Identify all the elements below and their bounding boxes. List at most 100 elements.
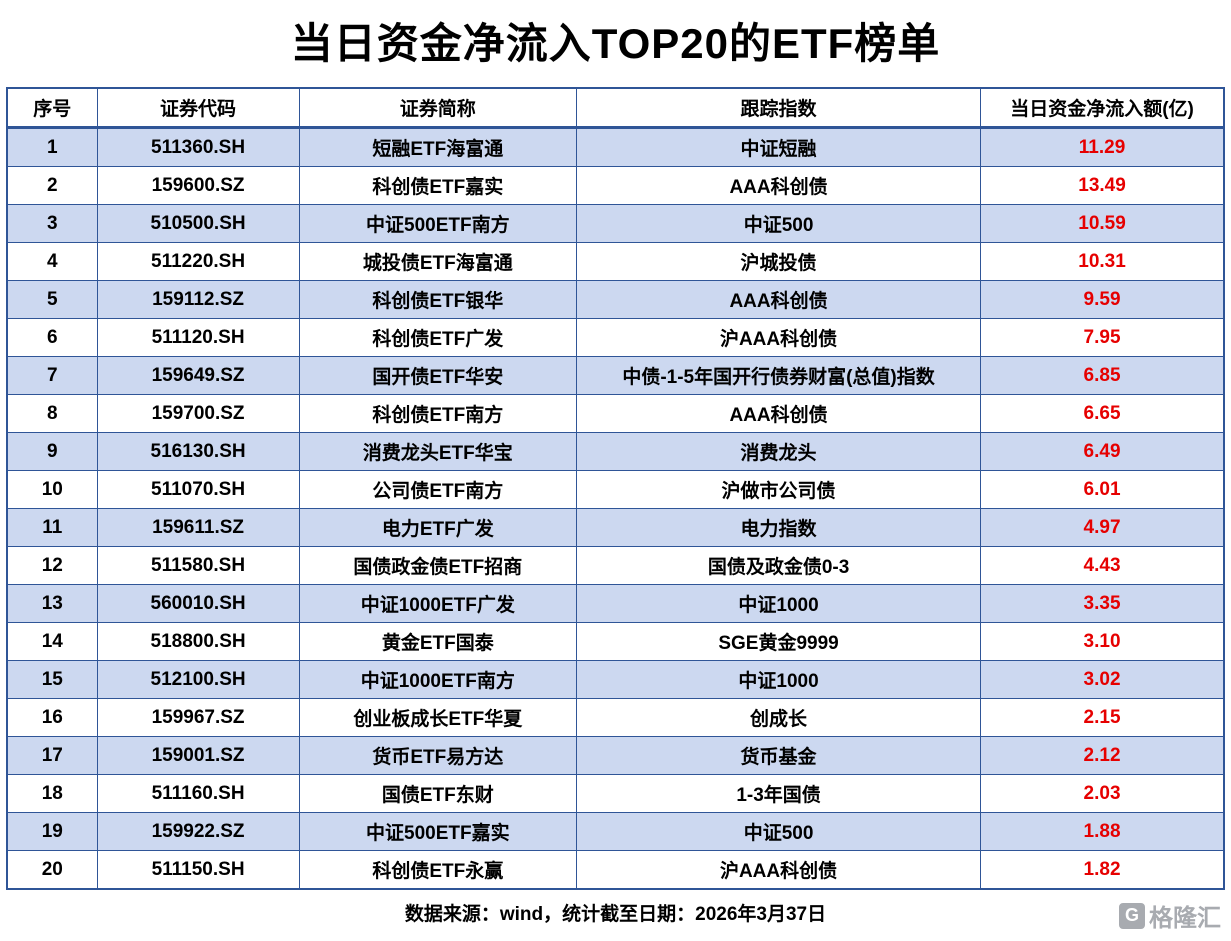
cell-rank: 14 xyxy=(6,622,98,661)
cell-net-inflow: 7.95 xyxy=(980,318,1225,357)
cell-net-inflow: 13.49 xyxy=(980,166,1225,205)
data-source-note: 数据来源：wind，统计截至日期：2026年3月37日 xyxy=(404,904,827,925)
cell-security-code: 159600.SZ xyxy=(96,166,300,205)
table-row: 7 159649.SZ 国开债ETF华安 中债-1-5年国开行债券财富(总值)指数 6.… xyxy=(6,356,1225,395)
cell-net-inflow: 4.97 xyxy=(980,508,1225,547)
cell-tracking-index: 中证短融 xyxy=(576,127,982,167)
cell-security-code: 511150.SH xyxy=(96,850,300,890)
cell-rank: 12 xyxy=(6,546,98,585)
cell-rank: 3 xyxy=(6,204,98,243)
cell-security-code: 159611.SZ xyxy=(96,508,300,547)
cell-security-name: 中证1000ETF广发 xyxy=(298,584,578,623)
cell-net-inflow: 2.15 xyxy=(980,698,1225,737)
table-header-row: 序号 证券代码 证券简称 跟踪指数 当日资金净流入额(亿) xyxy=(6,87,1225,129)
cell-security-name: 科创债ETF南方 xyxy=(298,394,578,433)
cell-security-name: 科创债ETF银华 xyxy=(298,280,578,319)
cell-net-inflow: 6.85 xyxy=(980,356,1225,395)
cell-net-inflow: 10.59 xyxy=(980,204,1225,243)
cell-tracking-index: 中证1000 xyxy=(576,584,982,623)
cell-security-code: 511580.SH xyxy=(96,546,300,585)
cell-net-inflow: 1.88 xyxy=(980,812,1225,851)
cell-security-name: 消费龙头ETF华宝 xyxy=(298,432,578,471)
cell-net-inflow: 3.35 xyxy=(980,584,1225,623)
cell-rank: 20 xyxy=(6,850,98,890)
cell-tracking-index: 1-3年国债 xyxy=(576,774,982,813)
table-row: 3 510500.SH 中证500ETF南方 中证500 10.59 xyxy=(6,204,1225,243)
table-row: 20 511150.SH 科创债ETF永赢 沪AAA科创债 1.82 xyxy=(6,850,1225,890)
cell-net-inflow: 2.12 xyxy=(980,736,1225,775)
cell-rank: 1 xyxy=(6,127,98,167)
table-row: 2 159600.SZ 科创债ETF嘉实 AAA科创债 13.49 xyxy=(6,166,1225,205)
cell-rank: 4 xyxy=(6,242,98,281)
cell-tracking-index: 沪AAA科创债 xyxy=(576,850,982,890)
cell-security-name: 科创债ETF广发 xyxy=(298,318,578,357)
cell-net-inflow: 1.82 xyxy=(980,850,1225,890)
table-row: 16 159967.SZ 创业板成长ETF华夏 创成长 2.15 xyxy=(6,698,1225,737)
cell-security-name: 货币ETF易方达 xyxy=(298,736,578,775)
cell-tracking-index: 创成长 xyxy=(576,698,982,737)
cell-rank: 7 xyxy=(6,356,98,395)
cell-security-name: 国开债ETF华安 xyxy=(298,356,578,395)
cell-security-name: 国债政金债ETF招商 xyxy=(298,546,578,585)
cell-rank: 2 xyxy=(6,166,98,205)
cell-tracking-index: 中证1000 xyxy=(576,660,982,699)
cell-security-code: 511120.SH xyxy=(96,318,300,357)
table-row: 13 560010.SH 中证1000ETF广发 中证1000 3.35 xyxy=(6,584,1225,623)
cell-tracking-index: 电力指数 xyxy=(576,508,982,547)
table-row: 19 159922.SZ 中证500ETF嘉实 中证500 1.88 xyxy=(6,812,1225,851)
cell-security-name: 中证1000ETF南方 xyxy=(298,660,578,699)
cell-security-name: 科创债ETF嘉实 xyxy=(298,166,578,205)
cell-tracking-index: 货币基金 xyxy=(576,736,982,775)
cell-security-code: 159649.SZ xyxy=(96,356,300,395)
cell-security-name: 科创债ETF永赢 xyxy=(298,850,578,890)
watermark-label: 格隆汇 xyxy=(1149,905,1221,932)
table-row: 15 512100.SH 中证1000ETF南方 中证1000 3.02 xyxy=(6,660,1225,699)
table-row: 17 159001.SZ 货币ETF易方达 货币基金 2.12 xyxy=(6,736,1225,775)
cell-rank: 13 xyxy=(6,584,98,623)
table-row: 12 511580.SH 国债政金债ETF招商 国债及政金债0-3 4.43 xyxy=(6,546,1225,585)
cell-security-code: 510500.SH xyxy=(96,204,300,243)
cell-rank: 8 xyxy=(6,394,98,433)
cell-rank: 5 xyxy=(6,280,98,319)
table-row: 4 511220.SH 城投债ETF海富通 沪城投债 10.31 xyxy=(6,242,1225,281)
table-row: 10 511070.SH 公司债ETF南方 沪做市公司债 6.01 xyxy=(6,470,1225,509)
cell-tracking-index: 国债及政金债0-3 xyxy=(576,546,982,585)
cell-security-name: 电力ETF广发 xyxy=(298,508,578,547)
cell-rank: 19 xyxy=(6,812,98,851)
cell-rank: 16 xyxy=(6,698,98,737)
cell-net-inflow: 3.10 xyxy=(980,622,1225,661)
cell-net-inflow: 6.01 xyxy=(980,470,1225,509)
cell-net-inflow: 11.29 xyxy=(980,127,1225,167)
cell-security-code: 511160.SH xyxy=(96,774,300,813)
etf-ranking-table: 序号 证券代码 证券简称 跟踪指数 当日资金净流入额(亿) 1 511360.SH 短融ET… xyxy=(6,87,1225,890)
cell-security-code: 159112.SZ xyxy=(96,280,300,319)
cell-security-name: 城投债ETF海富通 xyxy=(298,242,578,281)
cell-tracking-index: AAA科创债 xyxy=(576,166,982,205)
column-header-security-name: 证券简称 xyxy=(298,87,578,129)
table-row: 1 511360.SH 短融ETF海富通 中证短融 11.29 xyxy=(6,127,1225,167)
cell-security-name: 创业板成长ETF华夏 xyxy=(298,698,578,737)
cell-security-name: 短融ETF海富通 xyxy=(298,127,578,167)
column-header-rank: 序号 xyxy=(6,87,98,129)
cell-net-inflow: 6.65 xyxy=(980,394,1225,433)
cell-security-name: 中证500ETF嘉实 xyxy=(298,812,578,851)
cell-security-code: 511220.SH xyxy=(96,242,300,281)
cell-security-code: 159001.SZ xyxy=(96,736,300,775)
cell-net-inflow: 4.43 xyxy=(980,546,1225,585)
cell-security-code: 560010.SH xyxy=(96,584,300,623)
cell-net-inflow: 10.31 xyxy=(980,242,1225,281)
table-row: 18 511160.SH 国债ETF东财 1-3年国债 2.03 xyxy=(6,774,1225,813)
table-body: 1 511360.SH 短融ETF海富通 中证短融 11.29 2 159600.SZ 科创债… xyxy=(6,127,1225,890)
cell-rank: 15 xyxy=(6,660,98,699)
cell-net-inflow: 3.02 xyxy=(980,660,1225,699)
cell-net-inflow: 2.03 xyxy=(980,774,1225,813)
cell-tracking-index: 沪AAA科创债 xyxy=(576,318,982,357)
cell-rank: 17 xyxy=(6,736,98,775)
cell-tracking-index: 中证500 xyxy=(576,812,982,851)
cell-tracking-index: 中证500 xyxy=(576,204,982,243)
cell-tracking-index: AAA科创债 xyxy=(576,394,982,433)
cell-security-code: 516130.SH xyxy=(96,432,300,471)
cell-tracking-index: SGE黄金9999 xyxy=(576,622,982,661)
cell-rank: 10 xyxy=(6,470,98,509)
cell-security-code: 511070.SH xyxy=(96,470,300,509)
